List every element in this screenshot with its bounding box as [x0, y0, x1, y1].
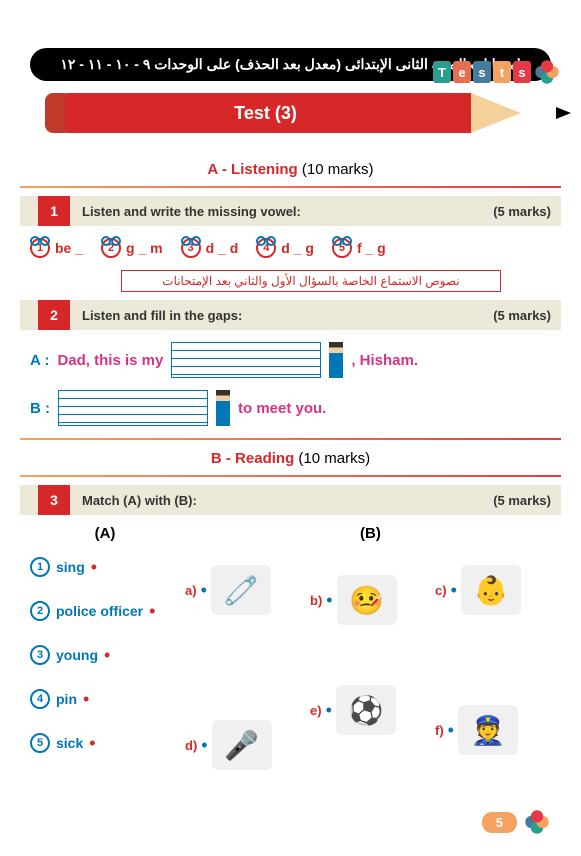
question-2-bar: 2 Listen and fill in the gaps: (5 marks): [20, 300, 561, 330]
section-b-title: B - Reading (10 marks): [0, 450, 581, 467]
match-area: (A) 1sing• 2police officer• 3young• 4pin…: [30, 525, 551, 805]
blank-input[interactable]: [171, 342, 321, 378]
vowel-item: 3d _ d: [181, 238, 239, 258]
sick-icon: 🤒: [337, 575, 397, 625]
q2-text: Listen and fill in the gaps:: [82, 308, 242, 323]
vowel-item: 1be _: [30, 238, 83, 258]
q1-number: 1: [38, 196, 70, 226]
q2-number: 2: [38, 300, 70, 330]
question-3-bar: 3 Match (A) with (B): (5 marks): [20, 485, 561, 515]
match-b-item: b)•🤒: [310, 575, 397, 625]
ball-icon: ⚽: [336, 685, 396, 735]
q3-number: 3: [38, 485, 70, 515]
pencil-title: Test (3): [60, 93, 521, 151]
match-item: 2police officer•: [30, 601, 180, 621]
blank-input[interactable]: [58, 390, 208, 426]
match-b-item: e)•⚽: [310, 685, 396, 735]
tests-logo: T e s t s: [433, 58, 561, 86]
question-1-bar: 1 Listen and write the missing vowel: (5…: [20, 196, 561, 226]
match-b-item: a)•🧷: [185, 565, 271, 615]
pencil-icon: [329, 342, 343, 378]
column-b-header: (B): [360, 525, 381, 542]
pin-icon: 🧷: [211, 565, 271, 615]
gap-line-b: B : to meet you.: [30, 390, 551, 426]
test-title: Test (3): [60, 93, 471, 133]
pencil-tip-icon: [471, 93, 521, 133]
q2-marks: (5 marks): [493, 308, 551, 323]
q3-marks: (5 marks): [493, 493, 551, 508]
gap-line-a: A : Dad, this is my , Hisham.: [30, 342, 551, 378]
q1-text: Listen and write the missing vowel:: [82, 204, 301, 219]
match-item: 3young•: [30, 645, 180, 665]
match-b-item: c)•👶: [435, 565, 521, 615]
match-item: 4pin•: [30, 689, 180, 709]
section-a-title: A - Listening (10 marks): [0, 161, 581, 178]
logo-t: T: [433, 61, 451, 83]
vowel-item: 4d _ g: [256, 238, 314, 258]
pencil-icon: [216, 390, 230, 426]
divider: [20, 438, 561, 440]
divider: [20, 475, 561, 477]
vowel-item: 5f _ g: [332, 238, 386, 258]
q1-marks: (5 marks): [493, 204, 551, 219]
logo-e: e: [453, 61, 471, 83]
match-item: 1sing•: [30, 557, 180, 577]
logo-s: s: [473, 61, 491, 83]
page-number: 5: [482, 808, 551, 836]
logo-t2: t: [493, 61, 511, 83]
match-item: 5sick•: [30, 733, 180, 753]
divider: [20, 186, 561, 188]
listening-note: نصوص الاستماع الخاصة بالسؤال الأول والثا…: [121, 270, 501, 292]
logo-s2: s: [513, 61, 531, 83]
q3-text: Match (A) with (B):: [82, 493, 197, 508]
flower-icon: [533, 58, 561, 86]
match-b-item: d)•🎤: [185, 720, 272, 770]
vowel-row: 1be _ 2g _ m 3d _ d 4d _ g 5f _ g: [30, 238, 551, 258]
flower-icon: [523, 808, 551, 836]
column-a: (A) 1sing• 2police officer• 3young• 4pin…: [30, 525, 180, 777]
vowel-item: 2g _ m: [101, 238, 163, 258]
baby-icon: 👶: [461, 565, 521, 615]
sing-icon: 🎤: [212, 720, 272, 770]
match-b-item: f)•👮: [435, 705, 518, 755]
officer-icon: 👮: [458, 705, 518, 755]
